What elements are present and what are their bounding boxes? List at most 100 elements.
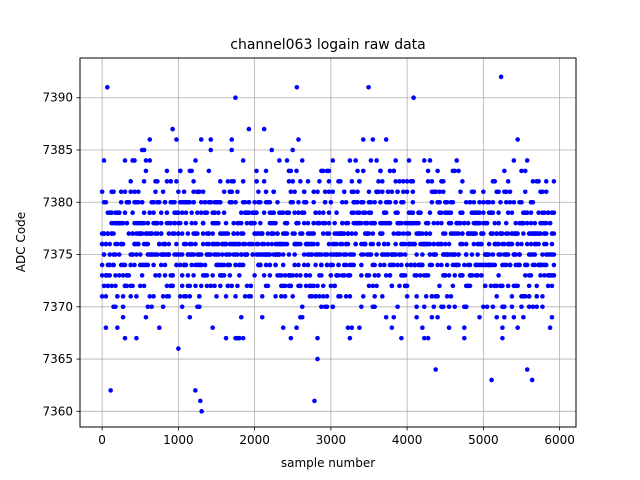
data-point xyxy=(279,273,284,278)
data-point xyxy=(460,241,465,247)
data-point xyxy=(420,325,425,330)
data-point xyxy=(427,231,433,236)
data-point xyxy=(351,262,357,268)
data-point xyxy=(534,283,540,289)
data-point xyxy=(320,294,326,299)
data-point xyxy=(303,199,309,205)
data-point xyxy=(296,210,301,216)
data-point xyxy=(387,273,393,278)
data-point xyxy=(515,241,520,247)
data-point xyxy=(290,179,296,184)
data-point xyxy=(320,231,326,236)
data-point xyxy=(410,179,416,184)
data-point xyxy=(511,158,517,163)
data-point xyxy=(298,273,303,278)
data-point xyxy=(324,294,330,299)
data-point xyxy=(105,231,111,236)
data-point xyxy=(469,252,475,257)
data-point xyxy=(246,210,252,216)
data-point xyxy=(139,199,145,205)
data-point xyxy=(305,220,311,226)
data-point xyxy=(311,189,317,195)
y-tick-label: 7390 xyxy=(42,91,73,105)
data-point xyxy=(320,283,326,289)
data-point xyxy=(515,325,520,330)
data-point xyxy=(372,294,378,299)
data-point xyxy=(530,179,536,184)
data-point xyxy=(292,252,297,257)
data-point xyxy=(282,283,288,289)
data-point xyxy=(271,231,276,236)
data-point xyxy=(296,262,301,268)
data-point xyxy=(250,252,255,257)
data-point xyxy=(437,189,442,195)
data-point xyxy=(193,158,198,163)
data-point xyxy=(326,179,332,184)
data-point xyxy=(225,179,231,184)
data-point xyxy=(191,189,196,195)
data-point xyxy=(299,314,305,320)
data-point xyxy=(347,335,353,341)
data-point xyxy=(319,262,324,268)
data-point xyxy=(259,294,265,299)
data-point xyxy=(122,335,128,341)
data-point xyxy=(208,283,214,289)
data-point xyxy=(155,179,160,184)
data-point xyxy=(128,179,134,184)
data-point xyxy=(315,189,320,195)
data-point xyxy=(460,210,465,216)
data-point xyxy=(542,210,547,216)
data-point xyxy=(126,199,132,205)
data-point xyxy=(155,252,160,257)
data-point xyxy=(366,84,371,90)
data-point xyxy=(456,231,461,236)
data-point xyxy=(242,199,248,205)
data-point xyxy=(389,189,395,195)
data-point xyxy=(522,294,528,299)
data-point xyxy=(223,241,229,247)
data-point xyxy=(529,377,535,383)
data-point xyxy=(298,179,303,184)
data-point xyxy=(532,262,538,268)
data-point xyxy=(395,262,400,268)
data-point xyxy=(294,168,299,174)
data-point xyxy=(385,241,391,247)
data-point xyxy=(551,262,557,268)
data-point xyxy=(115,294,120,299)
data-point xyxy=(221,262,227,268)
data-point xyxy=(496,210,501,216)
data-point xyxy=(437,283,442,289)
data-point xyxy=(448,210,454,216)
data-point xyxy=(433,367,439,372)
data-point xyxy=(502,241,507,247)
data-point xyxy=(120,294,126,299)
data-point xyxy=(231,179,236,184)
data-point xyxy=(536,210,541,216)
data-point xyxy=(176,210,181,216)
data-point xyxy=(210,325,215,330)
data-point xyxy=(284,231,290,236)
data-point xyxy=(193,220,198,226)
data-point xyxy=(292,210,297,216)
data-point xyxy=(143,314,149,320)
data-point xyxy=(170,283,175,289)
data-point xyxy=(492,179,498,184)
x-tick-label: 0 xyxy=(98,433,106,447)
data-point xyxy=(391,262,397,268)
data-point xyxy=(151,262,156,268)
data-point xyxy=(170,273,175,278)
data-point xyxy=(374,252,379,257)
data-point xyxy=(423,294,429,299)
data-point xyxy=(105,84,110,90)
data-point xyxy=(494,294,500,299)
chart-title: channel063 logain raw data xyxy=(230,37,425,53)
data-point xyxy=(132,189,137,195)
data-point xyxy=(157,325,162,330)
data-point xyxy=(370,283,376,289)
data-point xyxy=(486,252,492,257)
data-point xyxy=(404,262,410,268)
data-point xyxy=(301,252,307,257)
data-point xyxy=(496,241,501,247)
data-point xyxy=(280,210,286,216)
data-point xyxy=(547,325,553,330)
